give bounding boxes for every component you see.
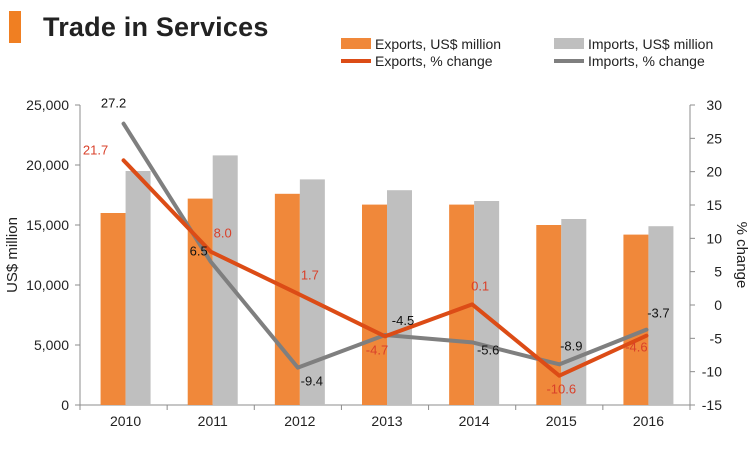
y-tick-label-right: 5 — [714, 264, 722, 280]
data-label-exports-change: -4.6 — [625, 340, 647, 355]
data-label-imports-change: -5.6 — [477, 342, 499, 357]
line-exports-change-point — [122, 158, 126, 162]
line-exports-change-point — [209, 250, 213, 254]
y-tick-label-right: 0 — [714, 297, 722, 313]
data-label-imports-change: -8.9 — [560, 338, 582, 353]
chart-title: Trade in Services — [43, 11, 269, 42]
data-label-imports-change: -9.4 — [301, 374, 323, 389]
data-label-imports-change: 27.2 — [101, 96, 126, 111]
x-tick-label: 2014 — [459, 413, 490, 429]
y-tick-label-left: 20,000 — [26, 157, 69, 173]
bar-exports — [274, 193, 300, 405]
y-tick-label-right: -5 — [710, 330, 723, 346]
line-exports-change-point — [644, 334, 648, 338]
y-tick-label-right: 30 — [706, 97, 722, 113]
data-label-imports-change: 6.5 — [190, 244, 208, 259]
y-tick-label-right: 15 — [706, 197, 722, 213]
legend-label-imports-line: Imports, % change — [588, 53, 705, 69]
bar-imports — [648, 226, 674, 405]
legend-swatch-exports-bar — [341, 38, 371, 49]
line-imports-change-point — [296, 366, 300, 370]
data-label-exports-change: -10.6 — [546, 382, 576, 397]
x-tick-label: 2015 — [546, 413, 577, 429]
bar-imports — [299, 179, 325, 405]
bar-imports — [125, 171, 151, 405]
bar-imports — [387, 190, 412, 405]
data-label-exports-change: 0.1 — [471, 278, 489, 293]
data-label-exports-change: 8.0 — [214, 226, 232, 241]
y-tick-label-right: 20 — [706, 164, 722, 180]
legend-label-imports-bar: Imports, US$ million — [588, 36, 713, 52]
bar-exports — [623, 234, 649, 405]
legend-swatch-imports-bar — [554, 38, 584, 49]
y-tick-label-left: 15,000 — [26, 217, 69, 233]
bar-exports — [100, 213, 126, 405]
x-tick-label: 2016 — [633, 413, 664, 429]
y-tick-label-right: 25 — [706, 130, 722, 146]
bar-imports — [561, 219, 587, 405]
x-tick-label: 2011 — [198, 413, 228, 429]
data-label-exports-change: 1.7 — [301, 268, 319, 283]
title-block: Trade in Services — [9, 10, 269, 44]
data-label-exports-change: -4.7 — [366, 342, 388, 357]
y-tick-label-left: 25,000 — [26, 97, 69, 113]
data-label-imports-change: -4.5 — [392, 313, 414, 328]
y-axis-title-left: US$ million — [4, 217, 21, 293]
line-imports-change-point — [470, 340, 474, 344]
line-imports-change-point — [557, 362, 561, 366]
y-tick-label-left: 10,000 — [26, 277, 69, 293]
line-imports-change-point — [644, 328, 648, 332]
y-tick-label-right: 10 — [706, 230, 722, 246]
y-axis-title-right: % change — [733, 222, 750, 289]
line-imports-change-point — [122, 122, 126, 126]
bar-exports — [362, 204, 387, 405]
line-exports-change-point — [296, 292, 300, 296]
legend-label-exports-line: Exports, % change — [375, 53, 493, 69]
title-accent-bar — [9, 11, 21, 43]
line-exports-change-point — [470, 302, 474, 306]
line-exports-change-point — [557, 374, 561, 378]
x-tick-label: 2010 — [110, 413, 141, 429]
bar-imports — [474, 201, 500, 405]
line-imports-change-point — [209, 260, 213, 264]
line-exports-change-point — [383, 334, 387, 338]
y-tick-label-left: 5,000 — [34, 337, 69, 353]
y-tick-label-right: -10 — [702, 364, 722, 380]
data-label-imports-change: -3.7 — [647, 306, 669, 321]
bar-exports — [536, 225, 562, 405]
y-tick-label-left: 0 — [61, 397, 69, 413]
x-tick-label: 2012 — [284, 413, 315, 429]
x-tick-label: 2013 — [371, 413, 402, 429]
data-label-exports-change: 21.7 — [83, 142, 108, 157]
legend-label-exports-bar: Exports, US$ million — [375, 36, 501, 52]
y-tick-label-right: -15 — [702, 397, 722, 413]
